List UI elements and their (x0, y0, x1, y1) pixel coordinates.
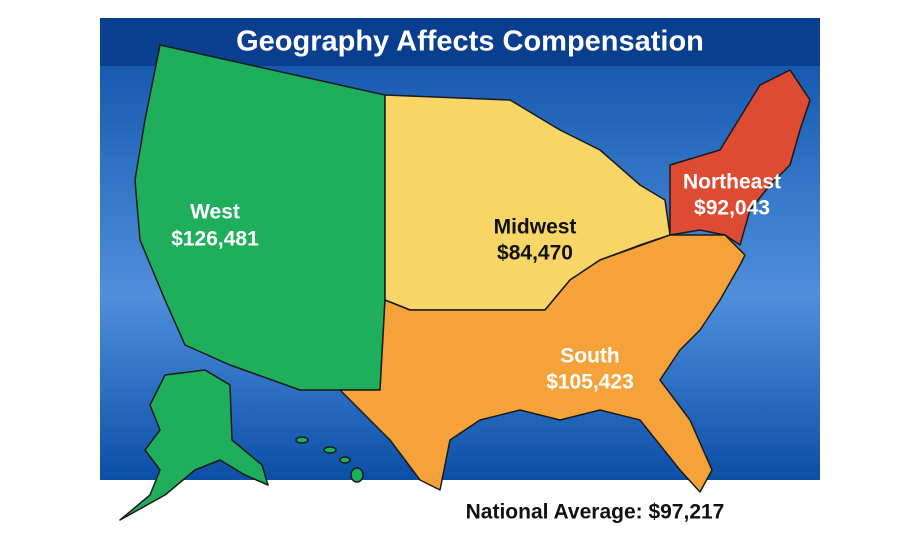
region-name: South (560, 345, 619, 368)
hawaii (295, 436, 309, 444)
hawaii (323, 446, 337, 454)
region-value: $105,423 (546, 371, 634, 394)
hawaii (350, 467, 364, 483)
region-value: $92,043 (694, 197, 770, 220)
alaska (119, 369, 269, 521)
title: Geography Affects Compensation (236, 26, 704, 58)
region-value: $84,470 (497, 242, 573, 265)
hawaii (339, 456, 351, 464)
region-value: $126,481 (171, 228, 259, 251)
northeast-region (669, 69, 811, 246)
national-average: National Average: $97,217 (466, 501, 725, 524)
region-name: Northeast (683, 171, 781, 194)
region-name: Midwest (494, 216, 577, 239)
south-region (339, 234, 746, 493)
region-name: West (190, 201, 240, 224)
